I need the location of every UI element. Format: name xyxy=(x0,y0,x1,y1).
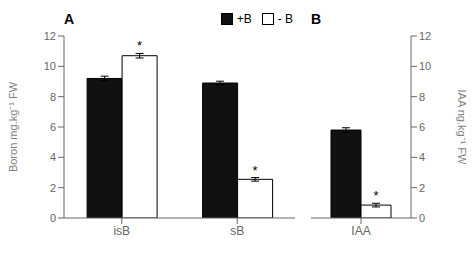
html-text:A: A xyxy=(64,11,75,27)
svg-text:sB: sB xyxy=(230,224,244,238)
svg-text:Boron mg.kg⁻¹ FW: Boron mg.kg⁻¹ FW xyxy=(8,81,19,172)
html-text:+B: +B xyxy=(236,12,252,26)
svg-text:IAA: IAA xyxy=(351,224,370,238)
svg-text:2: 2 xyxy=(419,182,425,194)
svg-text:*: * xyxy=(137,38,142,53)
svg-text:10: 10 xyxy=(419,60,431,72)
svg-text:*: * xyxy=(253,163,258,178)
svg-text:12: 12 xyxy=(44,30,56,42)
html-text:- B: - B xyxy=(277,12,293,26)
svg-text:6: 6 xyxy=(50,121,56,133)
svg-text:*: * xyxy=(373,188,378,203)
svg-text:0: 0 xyxy=(50,212,56,224)
svg-text:2: 2 xyxy=(50,182,56,194)
svg-text:10: 10 xyxy=(44,60,56,72)
html-text:B: B xyxy=(311,11,322,27)
svg-text:4: 4 xyxy=(50,151,56,163)
svg-text:12: 12 xyxy=(419,30,431,42)
svg-text:0: 0 xyxy=(419,212,425,224)
svg-text:4: 4 xyxy=(419,151,425,163)
svg-text:isB: isB xyxy=(113,224,130,238)
svg-text:6: 6 xyxy=(419,121,425,133)
svg-text:8: 8 xyxy=(50,91,56,103)
svg-text:8: 8 xyxy=(419,91,425,103)
svg-text:IAA ng.kg⁻¹ FW: IAA ng.kg⁻¹ FW xyxy=(456,90,467,166)
